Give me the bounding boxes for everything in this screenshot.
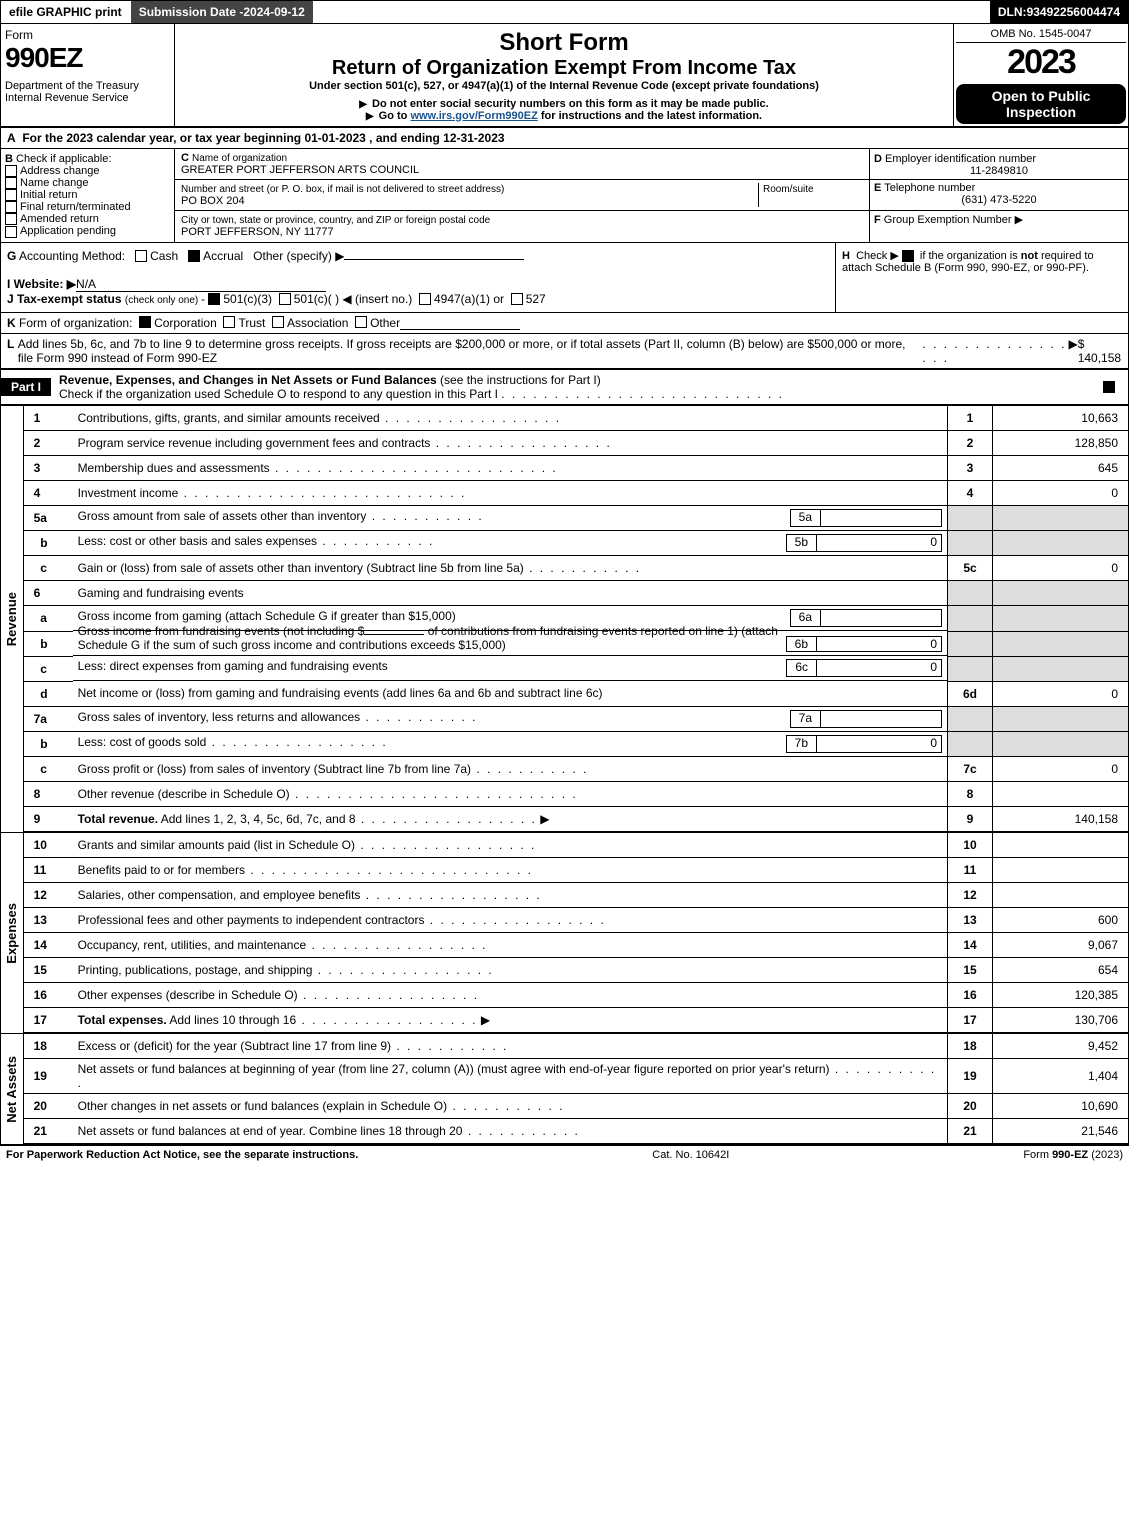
netassets-table: 18Excess or (deficit) for the year (Subt… xyxy=(24,1034,1128,1144)
checkbox-501c3[interactable] xyxy=(208,293,220,305)
efile-label[interactable]: efile GRAPHIC print xyxy=(1,1,131,23)
checkbox-pending[interactable] xyxy=(5,226,17,238)
netassets-section: Net Assets 18Excess or (deficit) for the… xyxy=(0,1033,1129,1145)
checkbox-final-return[interactable] xyxy=(5,201,17,213)
line-a: A For the 2023 calendar year, or tax yea… xyxy=(0,128,1129,149)
expenses-section: Expenses 10Grants and similar amounts pa… xyxy=(0,832,1129,1033)
checkbox-527[interactable] xyxy=(511,293,523,305)
checkbox-4947[interactable] xyxy=(419,293,431,305)
checkbox-assoc[interactable] xyxy=(272,316,284,328)
ssn-warning: Do not enter social security numbers on … xyxy=(179,98,949,110)
instructions-link[interactable]: www.irs.gov/Form990EZ xyxy=(410,110,537,122)
short-form-label: Short Form xyxy=(179,29,949,57)
box-k: K Form of organization: Corporation Trus… xyxy=(0,313,1129,334)
part-label: Part I xyxy=(1,378,51,396)
form-ref: Form 990-EZ (2023) xyxy=(1023,1149,1123,1161)
form-word: Form xyxy=(5,28,170,42)
phone: (631) 473-5220 xyxy=(874,194,1124,206)
cat-no: Cat. No. 10642I xyxy=(652,1149,729,1161)
spacer xyxy=(314,1,990,23)
org-name: GREATER PORT JEFFERSON ARTS COUNCIL xyxy=(181,164,419,176)
box-l: L Add lines 5b, 6c, and 7b to line 9 to … xyxy=(0,334,1129,370)
checkbox-accrual[interactable] xyxy=(188,250,200,262)
form-header: Form 990EZ Department of the Treasury In… xyxy=(0,24,1129,128)
page-footer: For Paperwork Reduction Act Notice, see … xyxy=(0,1145,1129,1164)
expenses-side-label: Expenses xyxy=(1,833,24,1033)
checkbox-part1-scho[interactable] xyxy=(1103,381,1115,393)
box-def: D Employer identification number 11-2849… xyxy=(869,149,1128,242)
header-center: Short Form Return of Organization Exempt… xyxy=(175,24,953,126)
form-number: 990EZ xyxy=(5,42,170,74)
org-street: PO BOX 204 xyxy=(181,195,245,207)
box-b: B Check if applicable: Address change Na… xyxy=(1,149,175,242)
identity-block: B Check if applicable: Address change Na… xyxy=(0,149,1129,243)
netassets-side-label: Net Assets xyxy=(1,1034,24,1144)
gross-receipts: $ 140,158 xyxy=(1078,337,1122,365)
checkbox-h[interactable] xyxy=(902,250,914,262)
form-title: Return of Organization Exempt From Incom… xyxy=(179,57,949,80)
revenue-section: Revenue 1Contributions, gifts, grants, a… xyxy=(0,405,1129,833)
checkbox-address-change[interactable] xyxy=(5,165,17,177)
expenses-table: 10Grants and similar amounts paid (list … xyxy=(24,833,1128,1033)
ein: 11-2849810 xyxy=(874,165,1124,177)
checkbox-corp[interactable] xyxy=(139,316,151,328)
checkbox-cash[interactable] xyxy=(135,250,147,262)
form-subtitle: Under section 501(c), 527, or 4947(a)(1)… xyxy=(179,80,949,92)
submission-date: Submission Date - 2024-09-12 xyxy=(131,1,314,23)
org-city: PORT JEFFERSON, NY 11777 xyxy=(181,226,334,238)
checkbox-trust[interactable] xyxy=(223,316,235,328)
instructions-link-row: Go to www.irs.gov/Form990EZ for instruct… xyxy=(179,110,949,122)
revenue-side-label: Revenue xyxy=(1,406,24,833)
arrow-icon xyxy=(366,110,376,122)
part1-header: Part I Revenue, Expenses, and Changes in… xyxy=(0,370,1129,405)
revenue-table: 1Contributions, gifts, grants, and simil… xyxy=(24,406,1128,833)
checkbox-other-org[interactable] xyxy=(355,316,367,328)
dln: DLN: 93492256004474 xyxy=(990,1,1128,23)
header-left: Form 990EZ Department of the Treasury In… xyxy=(1,24,175,126)
tax-year: 2023 xyxy=(956,43,1126,82)
box-gh: G Accounting Method: Cash Accrual Other … xyxy=(0,243,1129,313)
checkbox-501c[interactable] xyxy=(279,293,291,305)
top-bar: efile GRAPHIC print Submission Date - 20… xyxy=(0,0,1129,24)
checkbox-name-change[interactable] xyxy=(5,177,17,189)
checkbox-initial-return[interactable] xyxy=(5,189,17,201)
website: N/A xyxy=(76,277,326,292)
department: Department of the Treasury Internal Reve… xyxy=(5,80,170,104)
omb-number: OMB No. 1545-0047 xyxy=(956,26,1126,43)
box-c: C Name of organization GREATER PORT JEFF… xyxy=(175,149,869,242)
arrow-icon xyxy=(359,98,369,110)
paperwork-notice: For Paperwork Reduction Act Notice, see … xyxy=(6,1149,358,1161)
checkbox-amended[interactable] xyxy=(5,213,17,225)
header-right: OMB No. 1545-0047 2023 Open to Public In… xyxy=(953,24,1128,126)
open-public-badge: Open to Public Inspection xyxy=(956,84,1126,124)
